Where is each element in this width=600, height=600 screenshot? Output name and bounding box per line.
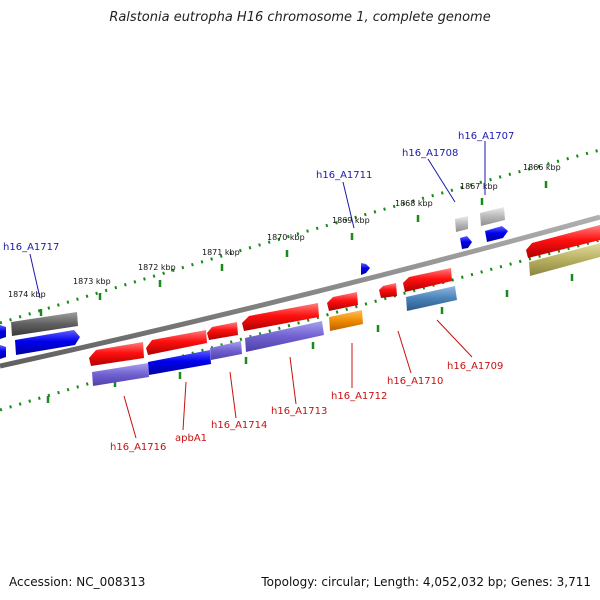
label-h16-A1708: h16_A1708 [402, 148, 458, 159]
kbp-label-1871: 1871 kbp [202, 248, 240, 257]
label-h16-A1716: h16_A1716 [110, 442, 166, 453]
inner-gene-labels: h16_A1716 apbA1 h16_A1714 h16_A1713 h16_… [110, 361, 503, 453]
inner-ruler-major-ticks [46, 274, 574, 403]
label-apbA1: apbA1 [175, 433, 207, 444]
accession-text: Accession: NC_008313 [9, 575, 146, 589]
label-h16-A1717: h16_A1717 [3, 242, 59, 253]
kbp-label-1873: 1873 kbp [73, 277, 111, 286]
kbp-label-1867: 1867 kbp [460, 182, 498, 191]
label-h16-A1710: h16_A1710 [387, 376, 443, 387]
gene-h16-A1707 [485, 226, 508, 242]
gene-h16-A1711 [361, 263, 370, 275]
gene-h16-A1714 [207, 322, 238, 340]
gene-h16-A1716 [89, 342, 144, 366]
kbp-label-1866: 1866 kbp [523, 163, 561, 172]
label-h16-A1713: h16_A1713 [271, 406, 327, 417]
kbp-label-1874: 1874 kbp [8, 290, 46, 299]
label-h16-A1709: h16_A1709 [447, 361, 503, 372]
inner-dotted-ruler [0, 238, 600, 412]
kbp-label-1870: 1870 kbp [267, 233, 305, 242]
topology-text: Topology: circular; Length: 4,052,032 bp… [261, 575, 591, 589]
kbp-label-1868: 1868 kbp [395, 199, 433, 208]
gene-h16-A1714-track [210, 341, 242, 360]
gene-apbA1-track [148, 350, 211, 375]
inner-callouts [123, 319, 473, 439]
label-h16-A1714: h16_A1714 [211, 420, 267, 431]
reverse-strand-genes [89, 225, 600, 386]
label-h16-A1712: h16_A1712 [331, 391, 387, 402]
gene-arrow [0, 325, 6, 339]
gene-h16-A1716-track [92, 363, 149, 386]
gene-apbA1 [146, 330, 207, 355]
kbp-labels: 1874 kbp 1873 kbp 1872 kbp 1871 kbp 1870… [8, 163, 561, 299]
label-h16-A1707: h16_A1707 [458, 131, 514, 142]
outer-callouts [29, 141, 486, 299]
gene-h16-A1713 [242, 303, 319, 331]
gene-h16-A1709 [403, 268, 452, 292]
gene-h16-A1708 [460, 236, 472, 249]
gene-track [529, 243, 600, 276]
gene-h16-A1712-track [329, 310, 363, 331]
gene-h16-A1710 [379, 283, 397, 298]
outer-ruler-major-ticks [39, 181, 548, 316]
gene-h16-A1713-track [245, 321, 324, 352]
kbp-label-1872: 1872 kbp [138, 263, 176, 272]
forward-strand-genes [0, 207, 508, 359]
genome-backbone [0, 214, 600, 369]
gene-arrow [526, 225, 600, 258]
gene-h16-A1712 [327, 292, 358, 311]
gene-arrow [0, 345, 6, 359]
kbp-label-1869: 1869 kbp [332, 216, 370, 225]
map-title: Ralstonia eutropha H16 chromosome 1, com… [109, 10, 491, 25]
label-h16-A1711: h16_A1711 [316, 170, 372, 181]
gene-h16-A1717-gray [11, 312, 78, 336]
outer-gene-labels: h16_A1717 h16_A1711 h16_A1708 h16_A1707 [3, 131, 514, 253]
gene-h16-A1708-gray [455, 216, 468, 232]
gene-h16-A1717 [15, 330, 80, 355]
gene-h16-A1707-gray [480, 207, 505, 226]
gene-h16-A1709-track [406, 286, 457, 311]
